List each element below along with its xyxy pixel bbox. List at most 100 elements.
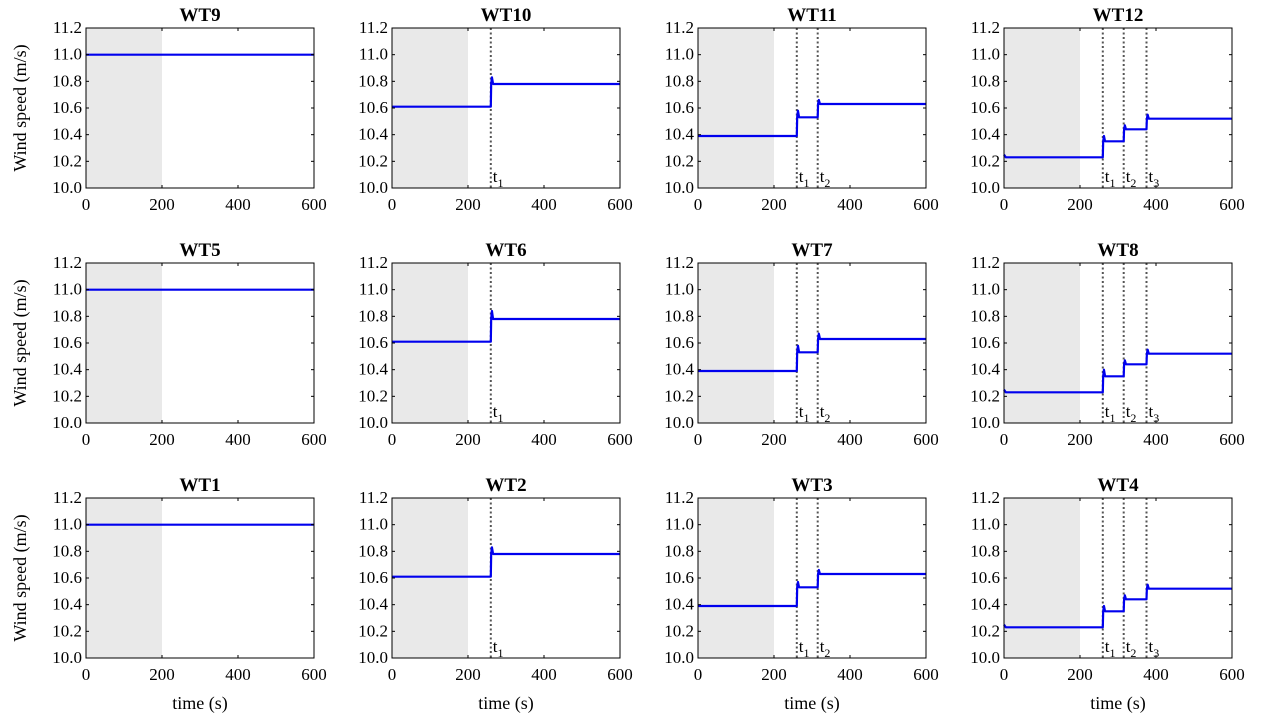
x-tick-label: 400 [531,195,557,214]
event-label-subscript: 3 [1153,646,1159,660]
y-tick-label: 10.6 [358,98,388,117]
x-tick-label: 200 [761,430,787,449]
event-label: t2 [1126,167,1137,190]
event-label-subscript: 1 [498,176,504,190]
y-tick-label: 11.2 [971,488,1000,507]
x-tick-label: 600 [301,195,327,214]
event-label: t1 [799,637,810,660]
y-tick-label: 10.0 [970,178,1000,197]
wind-speed-series [1003,583,1232,629]
y-tick-label: 10.8 [970,71,1000,90]
x-tick-label: 0 [1000,430,1009,449]
event-label: t2 [820,637,831,660]
subplot-wt9: 10.0 10.2 10.4 10.6 10.8 11.0 11.2 0 200 400 600 WT… [10,5,327,214]
x-tick-label: 400 [225,195,251,214]
y-tick-label: 10.6 [52,333,82,352]
y-tick-label: 10.2 [358,386,388,405]
event-label-subscript: 2 [824,411,830,425]
shaded-region [392,498,468,658]
event-label-subscript: 1 [1110,411,1116,425]
x-tick-label: 600 [913,430,939,449]
y-tick-label: 10.0 [664,178,694,197]
y-tick-label: 11.0 [53,280,82,299]
y-tick-label: 10.8 [358,306,388,325]
x-tick-label: 400 [1143,430,1169,449]
y-tick-label: 10.8 [358,541,388,560]
y-tick-label: 10.4 [664,595,694,614]
subplot-title: WT1 [179,475,220,496]
event-label-subscript: 1 [498,646,504,660]
y-tick-label: 11.2 [359,18,388,37]
x-tick-label: 200 [149,430,175,449]
subplot-wt6: t1 10.0 10.2 10.4 10.6 10.8 11.0 11.2 0 200 400 600… [358,240,633,449]
event-label: t1 [799,167,810,190]
y-tick-label: 10.0 [52,648,82,667]
y-axis-label: Wind speed (m/s) [10,514,31,641]
subplot-title: WT8 [1097,240,1138,261]
x-tick-label: 0 [694,430,703,449]
y-tick-label: 10.8 [52,541,82,560]
y-tick-label: 10.6 [970,98,1000,117]
event-label-subscript: 1 [804,411,810,425]
y-tick-label: 11.0 [665,515,694,534]
y-tick-label: 10.4 [358,125,388,144]
wind-speed-series [392,309,620,343]
subplot-title: WT3 [791,475,832,496]
shaded-region [392,28,468,188]
event-label-subscript: 3 [1153,176,1159,190]
x-tick-label: 200 [761,195,787,214]
y-tick-label: 11.0 [665,280,694,299]
x-tick-label: 0 [82,430,91,449]
y-tick-label: 11.0 [971,45,1000,64]
x-tick-label: 600 [607,665,633,684]
event-label-subscript: 1 [1110,646,1116,660]
event-label: t2 [820,402,831,425]
y-tick-label: 10.4 [358,595,388,614]
y-tick-label: 10.8 [664,306,694,325]
x-axis-label: time (s) [1090,693,1146,714]
y-tick-label: 10.8 [664,541,694,560]
x-tick-label: 0 [82,665,91,684]
shaded-region [698,263,774,423]
subplot-title: WT7 [791,240,833,261]
y-tick-label: 10.2 [358,621,388,640]
y-tick-label: 11.0 [665,45,694,64]
event-label-subscript: 2 [824,646,830,660]
y-tick-label: 10.0 [52,413,82,432]
x-tick-label: 0 [694,195,703,214]
x-tick-label: 400 [531,430,557,449]
x-tick-label: 600 [607,430,633,449]
y-tick-label: 11.0 [359,45,388,64]
subplot-title: WT10 [481,5,532,26]
x-tick-label: 400 [531,665,557,684]
shaded-region [86,498,162,658]
y-tick-label: 10.0 [358,413,388,432]
y-tick-label: 10.2 [52,386,82,405]
y-tick-label: 11.2 [53,18,82,37]
subplot-title: WT2 [485,475,526,496]
y-tick-label: 10.8 [970,306,1000,325]
x-tick-label: 400 [1143,665,1169,684]
event-label: t1 [1105,402,1116,425]
wind-speed-series [698,568,926,608]
event-label: t1 [493,637,504,660]
event-label: t1 [1105,167,1116,190]
y-tick-label: 10.2 [970,621,1000,640]
x-tick-label: 400 [837,195,863,214]
subplot-wt11: t1 t2 10.0 10.2 10.4 10.6 10.8 11.0 11.2 0 200 400 6… [664,5,939,214]
y-tick-label: 10.8 [52,306,82,325]
x-tick-label: 200 [1067,195,1093,214]
event-label: t2 [1126,402,1137,425]
event-label-subscript: 1 [804,176,810,190]
x-tick-label: 200 [1067,665,1093,684]
y-tick-label: 10.0 [358,178,388,197]
wind-speed-series [392,546,620,578]
y-tick-label: 10.0 [52,178,82,197]
subplot-wt1: 10.0 10.2 10.4 10.6 10.8 11.0 11.2 0 200 400 600 WT… [10,475,327,714]
shaded-region [1004,28,1080,188]
y-tick-label: 11.2 [53,488,82,507]
y-tick-label: 10.4 [52,125,82,144]
y-tick-label: 10.8 [970,541,1000,560]
subplot-title: WT9 [179,5,220,26]
y-tick-label: 10.6 [358,333,388,352]
